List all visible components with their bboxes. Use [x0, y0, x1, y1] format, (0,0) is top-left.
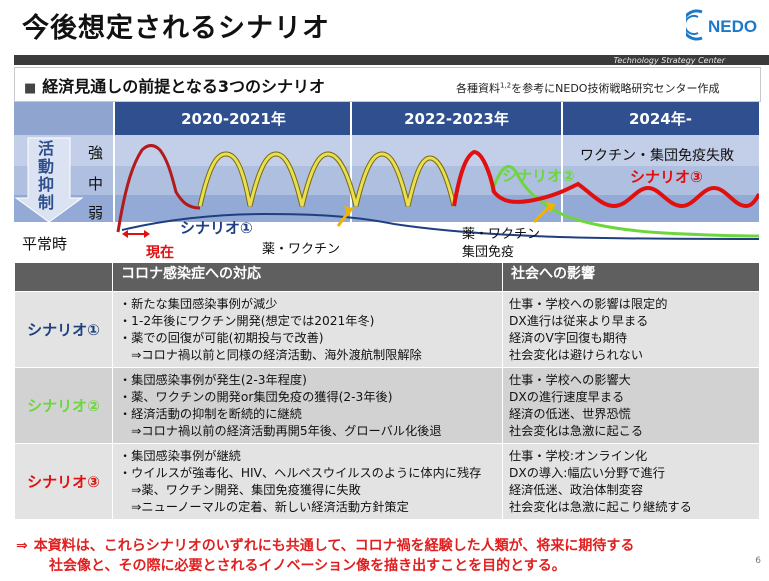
impact-line: 仕事・学校への影響は限定的	[509, 297, 668, 311]
note-line-1: 本資料は、これらシナリオのいずれにも共通して、コロナ禍を経験した人類が、将来に期…	[33, 538, 635, 554]
scenario1-label: シナリオ①	[180, 219, 253, 237]
purpose-note: ⇒ 本資料は、これらシナリオのいずれにも共通して、コロナ禍を経験した人類が、将来に…	[16, 536, 756, 576]
normal-band	[14, 222, 759, 260]
source-sup: 1,2	[500, 81, 512, 90]
source-post: を参考にNEDO技術戦略研究センター作成	[511, 82, 720, 95]
level-weak-band	[14, 195, 759, 222]
response-line: ・新たな集団感染事例が減少	[119, 297, 278, 311]
response-line: ・集団感染事例が発生(2-3年程度)	[119, 373, 307, 387]
table-header-blank	[14, 262, 113, 292]
vaccine-label: 薬・ワクチン	[262, 242, 341, 257]
vaccine-immunity-label-1: 薬・ワクチン	[462, 227, 541, 242]
scenario1-name: シナリオ①	[14, 291, 113, 368]
scenario3-initial-wave	[116, 144, 201, 233]
activity-char-3: 抑	[37, 175, 54, 194]
now-label: 現在	[146, 245, 174, 261]
impact-line: 仕事・学校への影響大	[509, 373, 631, 387]
scenario2-response: ・集団感染事例が発生(2-3年程度) ・薬、ワクチンの開発or集団免疫の獲得(2…	[112, 367, 503, 444]
activity-char-1: 活	[37, 139, 54, 158]
scenario3-label: シナリオ③	[630, 168, 703, 186]
scenario2-tail	[490, 165, 759, 238]
scenario1-impact: 仕事・学校への影響は限定的 DX進行は従来より早まる 経済のV字回復も期待 社会…	[502, 291, 760, 368]
response-line: ⇒薬、ワクチン開発、集団免疫獲得に失敗	[119, 483, 361, 497]
nedo-logo: NEDO	[686, 9, 757, 41]
section-title-text: 経済見通しの前提となる3つのシナリオ	[42, 77, 325, 96]
impact-line: 社会変化は急激に起こり継続する	[509, 500, 692, 514]
scenario3-name: シナリオ③	[14, 443, 113, 520]
impact-line: 経済の低迷、世界恐慌	[509, 407, 631, 421]
note-arrow-icon: ⇒	[16, 538, 28, 554]
header-bar	[14, 55, 769, 65]
response-line: ・集団感染事例が継続	[119, 449, 241, 463]
impact-line: 経済のV字回復も期待	[509, 331, 628, 345]
response-line: ⇒コロナ禍以前と同様の経済活動、海外渡航制限解除	[119, 348, 422, 362]
impact-line: 経済低迷、政治体制変容	[509, 483, 644, 497]
table-header-row: コロナ感染症への対応 社会への影響	[14, 262, 760, 292]
level-weak: 弱	[88, 204, 104, 222]
activity-char-4: 制	[37, 193, 54, 212]
year-band	[14, 102, 759, 135]
scenario2-name: シナリオ②	[14, 367, 113, 444]
source-pre: 各種資料	[456, 82, 500, 95]
response-line: ・薬での回復が可能(初期投与で改善)	[119, 331, 324, 345]
activity-restriction-label: 活 動 抑 制	[36, 140, 56, 212]
activity-arrow-icon	[14, 137, 84, 223]
scenario2-label: シナリオ②	[502, 167, 575, 185]
year-2020-2021: 2020-2021年	[181, 110, 286, 128]
source-note: 各種資料1,2を参考にNEDO技術戦略研究センター作成	[456, 80, 719, 96]
level-normal: 平常時	[22, 235, 68, 253]
scenario2-wave	[198, 152, 456, 207]
activity-char-2: 動	[37, 157, 54, 176]
immunity-arrow-icon	[532, 204, 552, 224]
scenario1-curve	[121, 212, 759, 240]
subtitle-box	[14, 67, 761, 102]
response-line: ・経済活動の抑制を断続的に継続	[119, 407, 302, 421]
impact-line: DXの進行速度早まる	[509, 390, 625, 404]
table-header-response: コロナ感染症への対応	[112, 262, 503, 292]
org-caption: Technology Strategy Center	[613, 56, 725, 65]
table-row: シナリオ① ・新たな集団感染事例が減少 ・1-2年後にワクチン開発(想定では20…	[14, 291, 760, 368]
table-header-impact: 社会への影響	[502, 262, 760, 292]
scenario-diagram	[14, 102, 759, 260]
response-line: ・ウイルスが強毒化、HIV、ヘルペスウイルスのように体内に残存	[119, 466, 482, 480]
impact-line: DX進行は従来より早まる	[509, 314, 649, 328]
impact-line: 仕事・学校:オンライン化	[509, 449, 648, 463]
scenario1-response: ・新たな集団感染事例が減少 ・1-2年後にワクチン開発(想定では2021年冬) …	[112, 291, 503, 368]
response-line: ・薬、ワクチンの開発or集団免疫の獲得(2-3年後)	[119, 390, 393, 404]
level-mid: 中	[88, 175, 104, 193]
page-title: 今後想定されるシナリオ	[22, 13, 330, 44]
impact-line: 社会変化は避けられない	[509, 348, 644, 362]
year-2022-2023: 2022-2023年	[404, 110, 509, 128]
page-number: 6	[755, 556, 761, 566]
bullet-square: ■	[24, 81, 37, 96]
scenario3-impact: 仕事・学校:オンライン化 DXの導入:幅広い分野で進行 経済低迷、政治体制変容 …	[502, 443, 760, 520]
scenario3-response: ・集団感染事例が継続 ・ウイルスが強毒化、HIV、ヘルペスウイルスのように体内に…	[112, 443, 503, 520]
scenario-table: コロナ感染症への対応 社会への影響 シナリオ① ・新たな集団感染事例が減少 ・1…	[14, 262, 760, 520]
svg-text:NEDO: NEDO	[708, 17, 757, 36]
year-2024: 2024年-	[629, 110, 692, 128]
section-title: ■ 経済見通しの前提となる3つのシナリオ	[24, 73, 325, 97]
impact-line: DXの導入:幅広い分野で進行	[509, 466, 665, 480]
scenario3-wave	[452, 149, 759, 209]
response-line: ⇒コロナ禍以前の経済活動再開5年後、グローバル化後退	[119, 424, 442, 438]
failure-label: ワクチン・集団免疫失敗	[580, 148, 734, 164]
table-row: シナリオ② ・集団感染事例が発生(2-3年程度) ・薬、ワクチンの開発or集団免…	[14, 367, 760, 444]
table-row: シナリオ③ ・集団感染事例が継続 ・ウイルスが強毒化、HIV、ヘルペスウイルスの…	[14, 443, 760, 520]
response-line: ⇒ニューノーマルの定着、新しい経済活動方針策定	[119, 500, 409, 514]
response-line: ・1-2年後にワクチン開発(想定では2021年冬)	[119, 314, 375, 328]
level-strong: 強	[88, 144, 104, 162]
level-strong-band	[14, 135, 759, 166]
scenario2-impact: 仕事・学校への影響大 DXの進行速度早まる 経済の低迷、世界恐慌 社会変化は急激…	[502, 367, 760, 444]
level-mid-band	[14, 166, 759, 195]
vaccine-immunity-label-2: 集団免疫	[462, 245, 515, 260]
impact-line: 社会変化は急激に起こる	[509, 424, 644, 438]
note-line-2: 社会像と、その際に必要とされるイノベーション像を描き出すことを目的とする。	[49, 558, 566, 574]
